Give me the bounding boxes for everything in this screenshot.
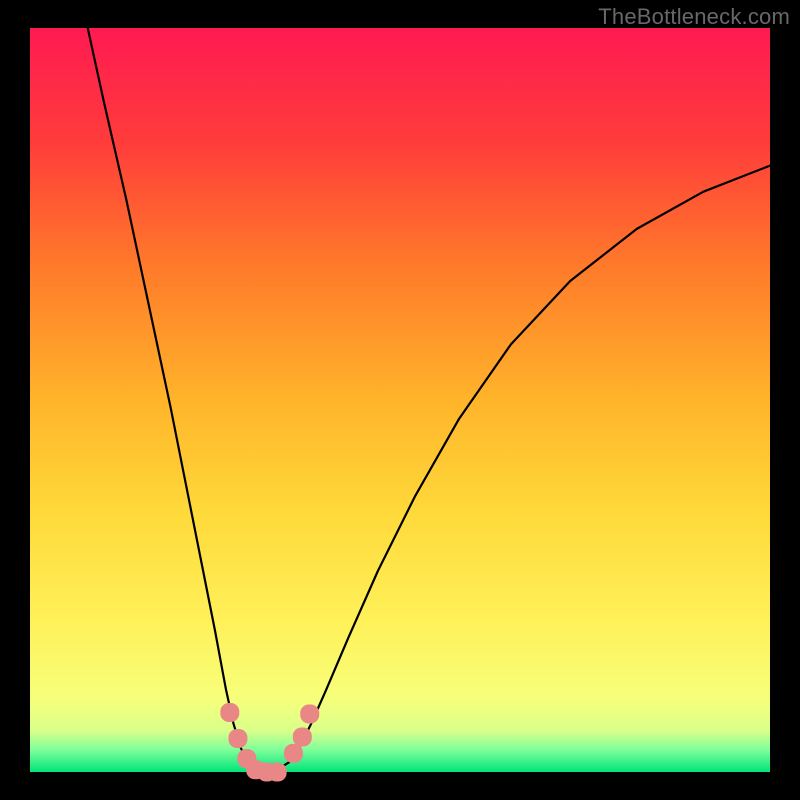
curve-marker	[268, 763, 286, 781]
curve-marker	[293, 728, 311, 746]
curve-marker	[301, 705, 319, 723]
curve-marker	[229, 730, 247, 748]
chart-background	[30, 28, 770, 772]
bottleneck-chart	[0, 0, 800, 800]
frame-root: TheBottleneck.com	[0, 0, 800, 800]
curve-marker	[221, 703, 239, 721]
curve-marker	[284, 744, 302, 762]
